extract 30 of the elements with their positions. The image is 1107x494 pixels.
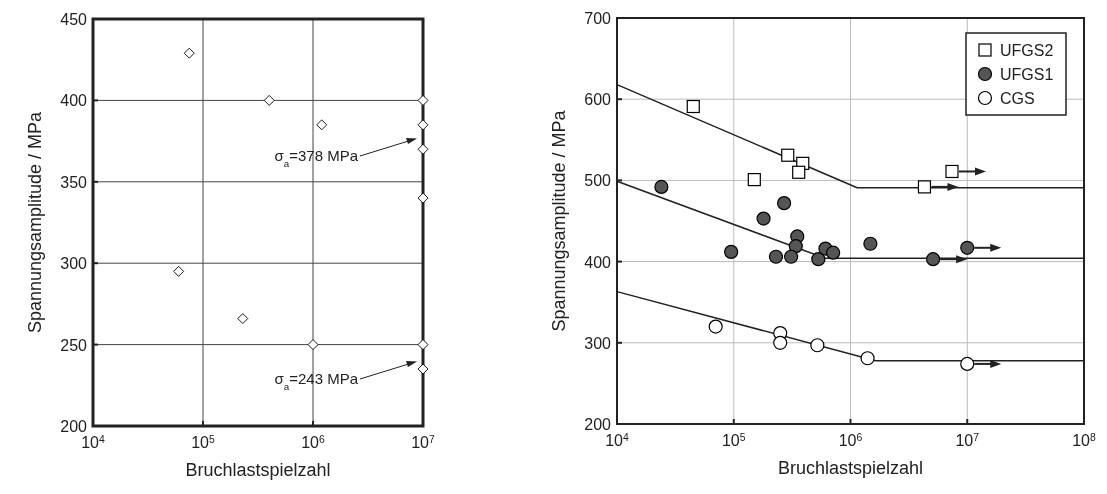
x-tick-label: 10$^{5}$ (191, 433, 216, 451)
y-tick-label: 700 (584, 10, 612, 27)
x-axis-title: Bruchlastspielzahl (777, 458, 924, 478)
x-tick-label: 10$^{5}$ (721, 431, 746, 449)
y-tick-label: 300 (60, 255, 88, 273)
y-axis-title: Spannungsamplitude / MPa (549, 109, 569, 332)
x-axis-title: Bruchlastspielzahl (185, 460, 331, 480)
x-tick-label: 10$^{4}$ (605, 431, 630, 449)
y-tick-label: 400 (584, 253, 612, 271)
x-tick-label: 10$^{6}$ (301, 433, 326, 451)
y-tick-label: 350 (60, 173, 88, 191)
y-tick-label: 500 (584, 172, 612, 190)
x-tick-label: 10$^{7}$ (955, 431, 980, 449)
y-tick-label: 600 (584, 91, 612, 109)
legend-label: UFGS1 (1000, 66, 1054, 83)
y-tick-label: 200 (584, 416, 612, 433)
y-tick-label: 200 (60, 418, 88, 435)
y-tick-label: 450 (60, 11, 88, 28)
y-axis-title: Spannungsamplitude / MPa (25, 110, 45, 334)
x-tick-label: 10$^{8}$ (1072, 431, 1097, 449)
x-tick-label: 10$^{6}$ (838, 431, 863, 449)
x-tick-label: 10$^{4}$ (81, 433, 106, 451)
legend-label: UFGS2 (1000, 42, 1054, 59)
y-tick-label: 400 (60, 92, 88, 110)
y-tick-label: 300 (584, 334, 612, 352)
x-tick-label: 10$^{7}$ (411, 433, 436, 451)
annotation: σ$_{a}$=378 MPa (274, 147, 359, 169)
legend-label: CGS (1000, 90, 1035, 107)
annotation: σ$_{a}$=243 MPa (274, 370, 359, 392)
y-tick-label: 250 (60, 336, 88, 354)
